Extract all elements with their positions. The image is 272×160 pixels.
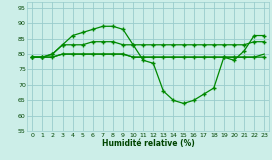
X-axis label: Humidité relative (%): Humidité relative (%): [102, 139, 194, 148]
